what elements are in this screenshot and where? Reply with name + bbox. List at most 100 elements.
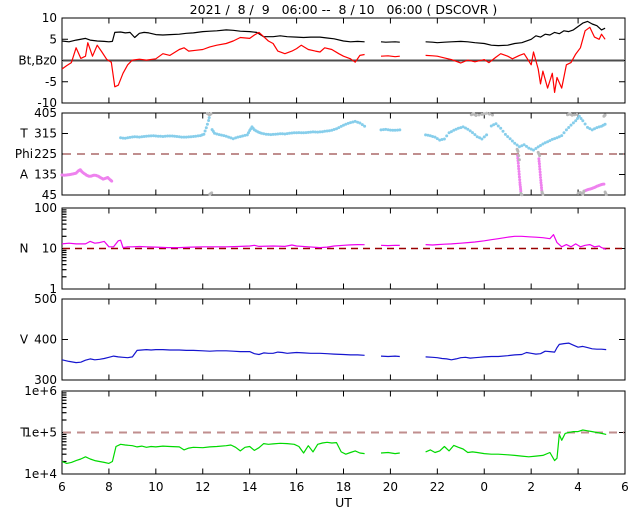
phi-dot (266, 132, 270, 136)
phi-dot (363, 124, 367, 128)
phi-dot (428, 134, 432, 138)
flagged-dot (491, 113, 494, 117)
x-tick-label: 8 (105, 480, 113, 494)
bz-trace (380, 55, 400, 58)
phi-dot (391, 128, 395, 132)
phi-dot (562, 131, 566, 135)
bz-trace (61, 31, 365, 88)
panel-label-a: A (20, 168, 29, 182)
phi-dot (564, 128, 568, 132)
phi-dot (445, 134, 449, 138)
y-tick-label: 1 (49, 282, 57, 296)
phi-dot (161, 135, 165, 138)
phi-dot (358, 121, 362, 125)
phi-dot (553, 137, 557, 141)
phi-dot (330, 128, 334, 132)
n-trace (61, 239, 365, 249)
phi-dot (464, 126, 467, 130)
phi-dot (532, 148, 535, 152)
phi-dot (576, 117, 579, 120)
phi-dot (384, 127, 388, 131)
phi-dot (501, 129, 505, 133)
phi-dot (271, 132, 275, 136)
phi-dot (128, 135, 132, 139)
flagged-dot (603, 113, 607, 117)
phi-dot (302, 131, 306, 135)
phi-dot (147, 134, 151, 138)
flagged-dot (209, 112, 213, 116)
y-tick-label: 10 (42, 11, 57, 25)
phi-dot (170, 134, 174, 138)
y-tick-label: 1e+5 (24, 426, 57, 440)
phi-dot (335, 127, 338, 131)
phi-dot (241, 134, 245, 138)
phi-dot (515, 143, 519, 147)
phi-dot (485, 133, 489, 137)
x-tick-label: 10 (148, 480, 163, 494)
bt-trace (61, 29, 365, 43)
phi-dot (527, 146, 531, 150)
phi-dot (152, 134, 155, 138)
phi-dot (168, 134, 172, 138)
y-tick-label: 225 (34, 147, 57, 161)
plot-title: 2021 / 8 / 9 06:00 -- 8 / 10 06:00 ( DSC… (189, 2, 498, 17)
phi-dot (447, 131, 451, 135)
y-tick-label: 1e+4 (24, 467, 57, 481)
phi-dot (304, 131, 308, 135)
a-dot (110, 179, 114, 183)
flagged-dot (573, 113, 577, 117)
phi-dot (259, 131, 263, 135)
phi-dot (569, 123, 573, 127)
a-dot (602, 182, 606, 186)
y-tick-label: -5 (45, 75, 57, 89)
flagged-dot (538, 154, 542, 158)
phi-dot (593, 127, 596, 131)
x-tick-label: 0 (480, 480, 488, 494)
y-tick-label: 10 (42, 242, 57, 256)
phi-dot (205, 122, 209, 126)
phi-dot (522, 143, 526, 147)
phi-dot (238, 135, 242, 139)
phi-dot (586, 125, 589, 129)
flagged-dot (210, 191, 214, 195)
phi-dot (320, 130, 324, 134)
x-tick-label: 12 (195, 480, 210, 494)
flagged-dot (541, 192, 545, 196)
phi-dot (388, 128, 392, 132)
x-tick-label: 2 (527, 480, 535, 494)
phi-dot (379, 128, 383, 132)
a-dot (537, 162, 541, 166)
flagged-dot (477, 113, 481, 117)
phi-dot (597, 125, 601, 129)
phi-dot (137, 135, 141, 139)
phi-dot (449, 130, 453, 134)
flagged-dot (480, 112, 484, 116)
phi-dot (123, 136, 127, 140)
n-trace (425, 234, 607, 250)
x-tick-label: 4 (574, 480, 582, 494)
phi-dot (431, 135, 435, 138)
phi-dot (227, 135, 231, 139)
a-dot (518, 181, 522, 184)
phi-dot (142, 135, 146, 138)
a-dot (538, 170, 542, 174)
phi-dot (494, 122, 498, 126)
phi-dot (536, 145, 540, 149)
flagged-dot (482, 112, 486, 116)
panel-label-phi: Phi (15, 147, 33, 161)
phi-dot (478, 136, 482, 140)
a-dot (517, 170, 521, 173)
y-tick-label: 45 (42, 188, 57, 202)
phi-dot (173, 134, 177, 138)
phi-dot (342, 123, 345, 127)
phi-dot (119, 136, 123, 140)
phi-dot (353, 119, 357, 123)
y-tick-label: 405 (34, 106, 57, 120)
phi-dot (550, 137, 554, 141)
x-tick-label: 20 (383, 480, 398, 494)
phi-dot (577, 114, 581, 118)
phi-dot (506, 135, 510, 139)
phi-dot (204, 126, 208, 130)
phi-dot (517, 145, 521, 149)
y-tick-label: 315 (34, 127, 57, 141)
